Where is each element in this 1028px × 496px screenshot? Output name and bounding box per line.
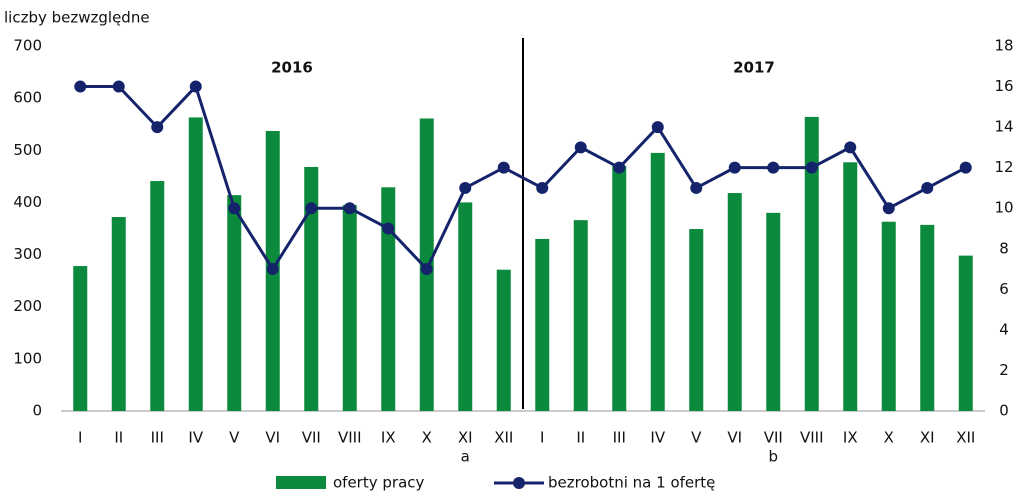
bar bbox=[73, 266, 88, 411]
bar bbox=[150, 181, 165, 411]
y-tick-label: 200 bbox=[13, 297, 42, 315]
x-tick-label: X bbox=[884, 429, 894, 447]
x-tick-label: IV bbox=[188, 429, 203, 447]
line-point bbox=[574, 141, 587, 154]
line-point bbox=[651, 121, 664, 134]
x-tick-label: XI bbox=[458, 429, 473, 447]
y-tick-label: 100 bbox=[13, 349, 42, 367]
bar bbox=[304, 166, 319, 411]
line-point bbox=[536, 181, 549, 194]
y-axis-label: liczby bezwzględne bbox=[4, 9, 150, 27]
bar bbox=[650, 152, 665, 411]
y2-tick-label: 16 bbox=[994, 77, 1013, 95]
x-tick-label: V bbox=[691, 429, 702, 447]
x-tick-label: III bbox=[151, 429, 164, 447]
x-tick-label: XII bbox=[494, 429, 513, 447]
bar bbox=[496, 269, 511, 411]
line-point bbox=[959, 161, 972, 174]
line-point bbox=[459, 181, 472, 194]
y2-tick-label: 0 bbox=[999, 402, 1009, 420]
x-tick-label: II bbox=[576, 429, 585, 447]
y2-tick-label: 6 bbox=[999, 280, 1009, 298]
bar bbox=[612, 165, 627, 411]
line-point bbox=[266, 263, 279, 276]
y-tick-label: 0 bbox=[32, 402, 42, 420]
x-tick-label: VIII bbox=[338, 429, 362, 447]
legend-marker bbox=[513, 477, 525, 489]
x-tick-label: VIII bbox=[800, 429, 824, 447]
x-tick-note: b bbox=[768, 448, 778, 466]
line-point bbox=[112, 80, 125, 93]
line-point bbox=[690, 181, 703, 194]
bar bbox=[843, 162, 858, 411]
y-tick-label: 700 bbox=[13, 37, 42, 55]
x-tick-label: IV bbox=[650, 429, 665, 447]
y2-tick-label: 12 bbox=[994, 158, 1013, 176]
line-point bbox=[343, 202, 356, 215]
line-point bbox=[844, 141, 857, 154]
line-point bbox=[767, 161, 780, 174]
bar bbox=[111, 217, 126, 411]
line-point bbox=[189, 80, 202, 93]
year-label: 2017 bbox=[733, 59, 775, 77]
legend-label: oferty pracy bbox=[333, 474, 425, 492]
x-tick-label: VII bbox=[302, 429, 321, 447]
bar bbox=[727, 193, 742, 411]
x-tick-label: II bbox=[114, 429, 123, 447]
line-point bbox=[613, 161, 626, 174]
y2-tick-label: 2 bbox=[999, 361, 1009, 379]
line bbox=[80, 83, 967, 272]
line-point bbox=[882, 202, 895, 215]
legend-swatch bbox=[276, 476, 326, 489]
bar bbox=[881, 221, 896, 411]
x-tick-label: I bbox=[540, 429, 544, 447]
line-point bbox=[382, 222, 395, 235]
bar bbox=[804, 116, 819, 412]
bar bbox=[381, 187, 396, 411]
bar bbox=[227, 195, 242, 411]
x-tick-label: III bbox=[613, 429, 626, 447]
line-point bbox=[805, 161, 818, 174]
x-tick-label: XI bbox=[920, 429, 935, 447]
x-tick-label: VII bbox=[764, 429, 783, 447]
y2-tick-label: 18 bbox=[994, 37, 1013, 55]
legend-label: bezrobotni na 1 ofertę bbox=[548, 474, 715, 492]
x-tick-label: V bbox=[229, 429, 240, 447]
line-point bbox=[497, 161, 510, 174]
y-tick-label: 400 bbox=[13, 193, 42, 211]
x-tick-note: a bbox=[461, 448, 470, 466]
line-point bbox=[728, 161, 741, 174]
year-label: 2016 bbox=[271, 59, 313, 77]
y2-tick-label: 4 bbox=[999, 320, 1009, 338]
y-tick-label: 500 bbox=[13, 141, 42, 159]
bar bbox=[766, 212, 781, 411]
y2-tick-label: 14 bbox=[994, 118, 1013, 136]
x-tick-label: VI bbox=[265, 429, 280, 447]
y-tick-label: 300 bbox=[13, 245, 42, 263]
x-tick-label: IX bbox=[843, 429, 858, 447]
bar bbox=[958, 255, 973, 411]
line-point bbox=[228, 202, 241, 215]
line-point bbox=[151, 121, 164, 134]
line-point bbox=[305, 202, 318, 215]
y2-tick-label: 8 bbox=[999, 239, 1009, 257]
line-point bbox=[420, 263, 433, 276]
x-tick-label: X bbox=[422, 429, 432, 447]
y-tick-label: 600 bbox=[13, 89, 42, 107]
bar bbox=[188, 117, 203, 411]
bar bbox=[458, 202, 473, 411]
line-point bbox=[74, 80, 87, 93]
bar bbox=[920, 224, 935, 411]
x-tick-label: IX bbox=[381, 429, 396, 447]
x-tick-label: XII bbox=[956, 429, 975, 447]
y2-tick-label: 10 bbox=[994, 199, 1013, 217]
bar bbox=[342, 205, 357, 411]
bar bbox=[689, 229, 704, 411]
x-tick-label: I bbox=[78, 429, 82, 447]
bar bbox=[573, 220, 588, 411]
x-tick-label: VI bbox=[727, 429, 742, 447]
line-point bbox=[921, 181, 934, 194]
bar bbox=[535, 238, 550, 411]
